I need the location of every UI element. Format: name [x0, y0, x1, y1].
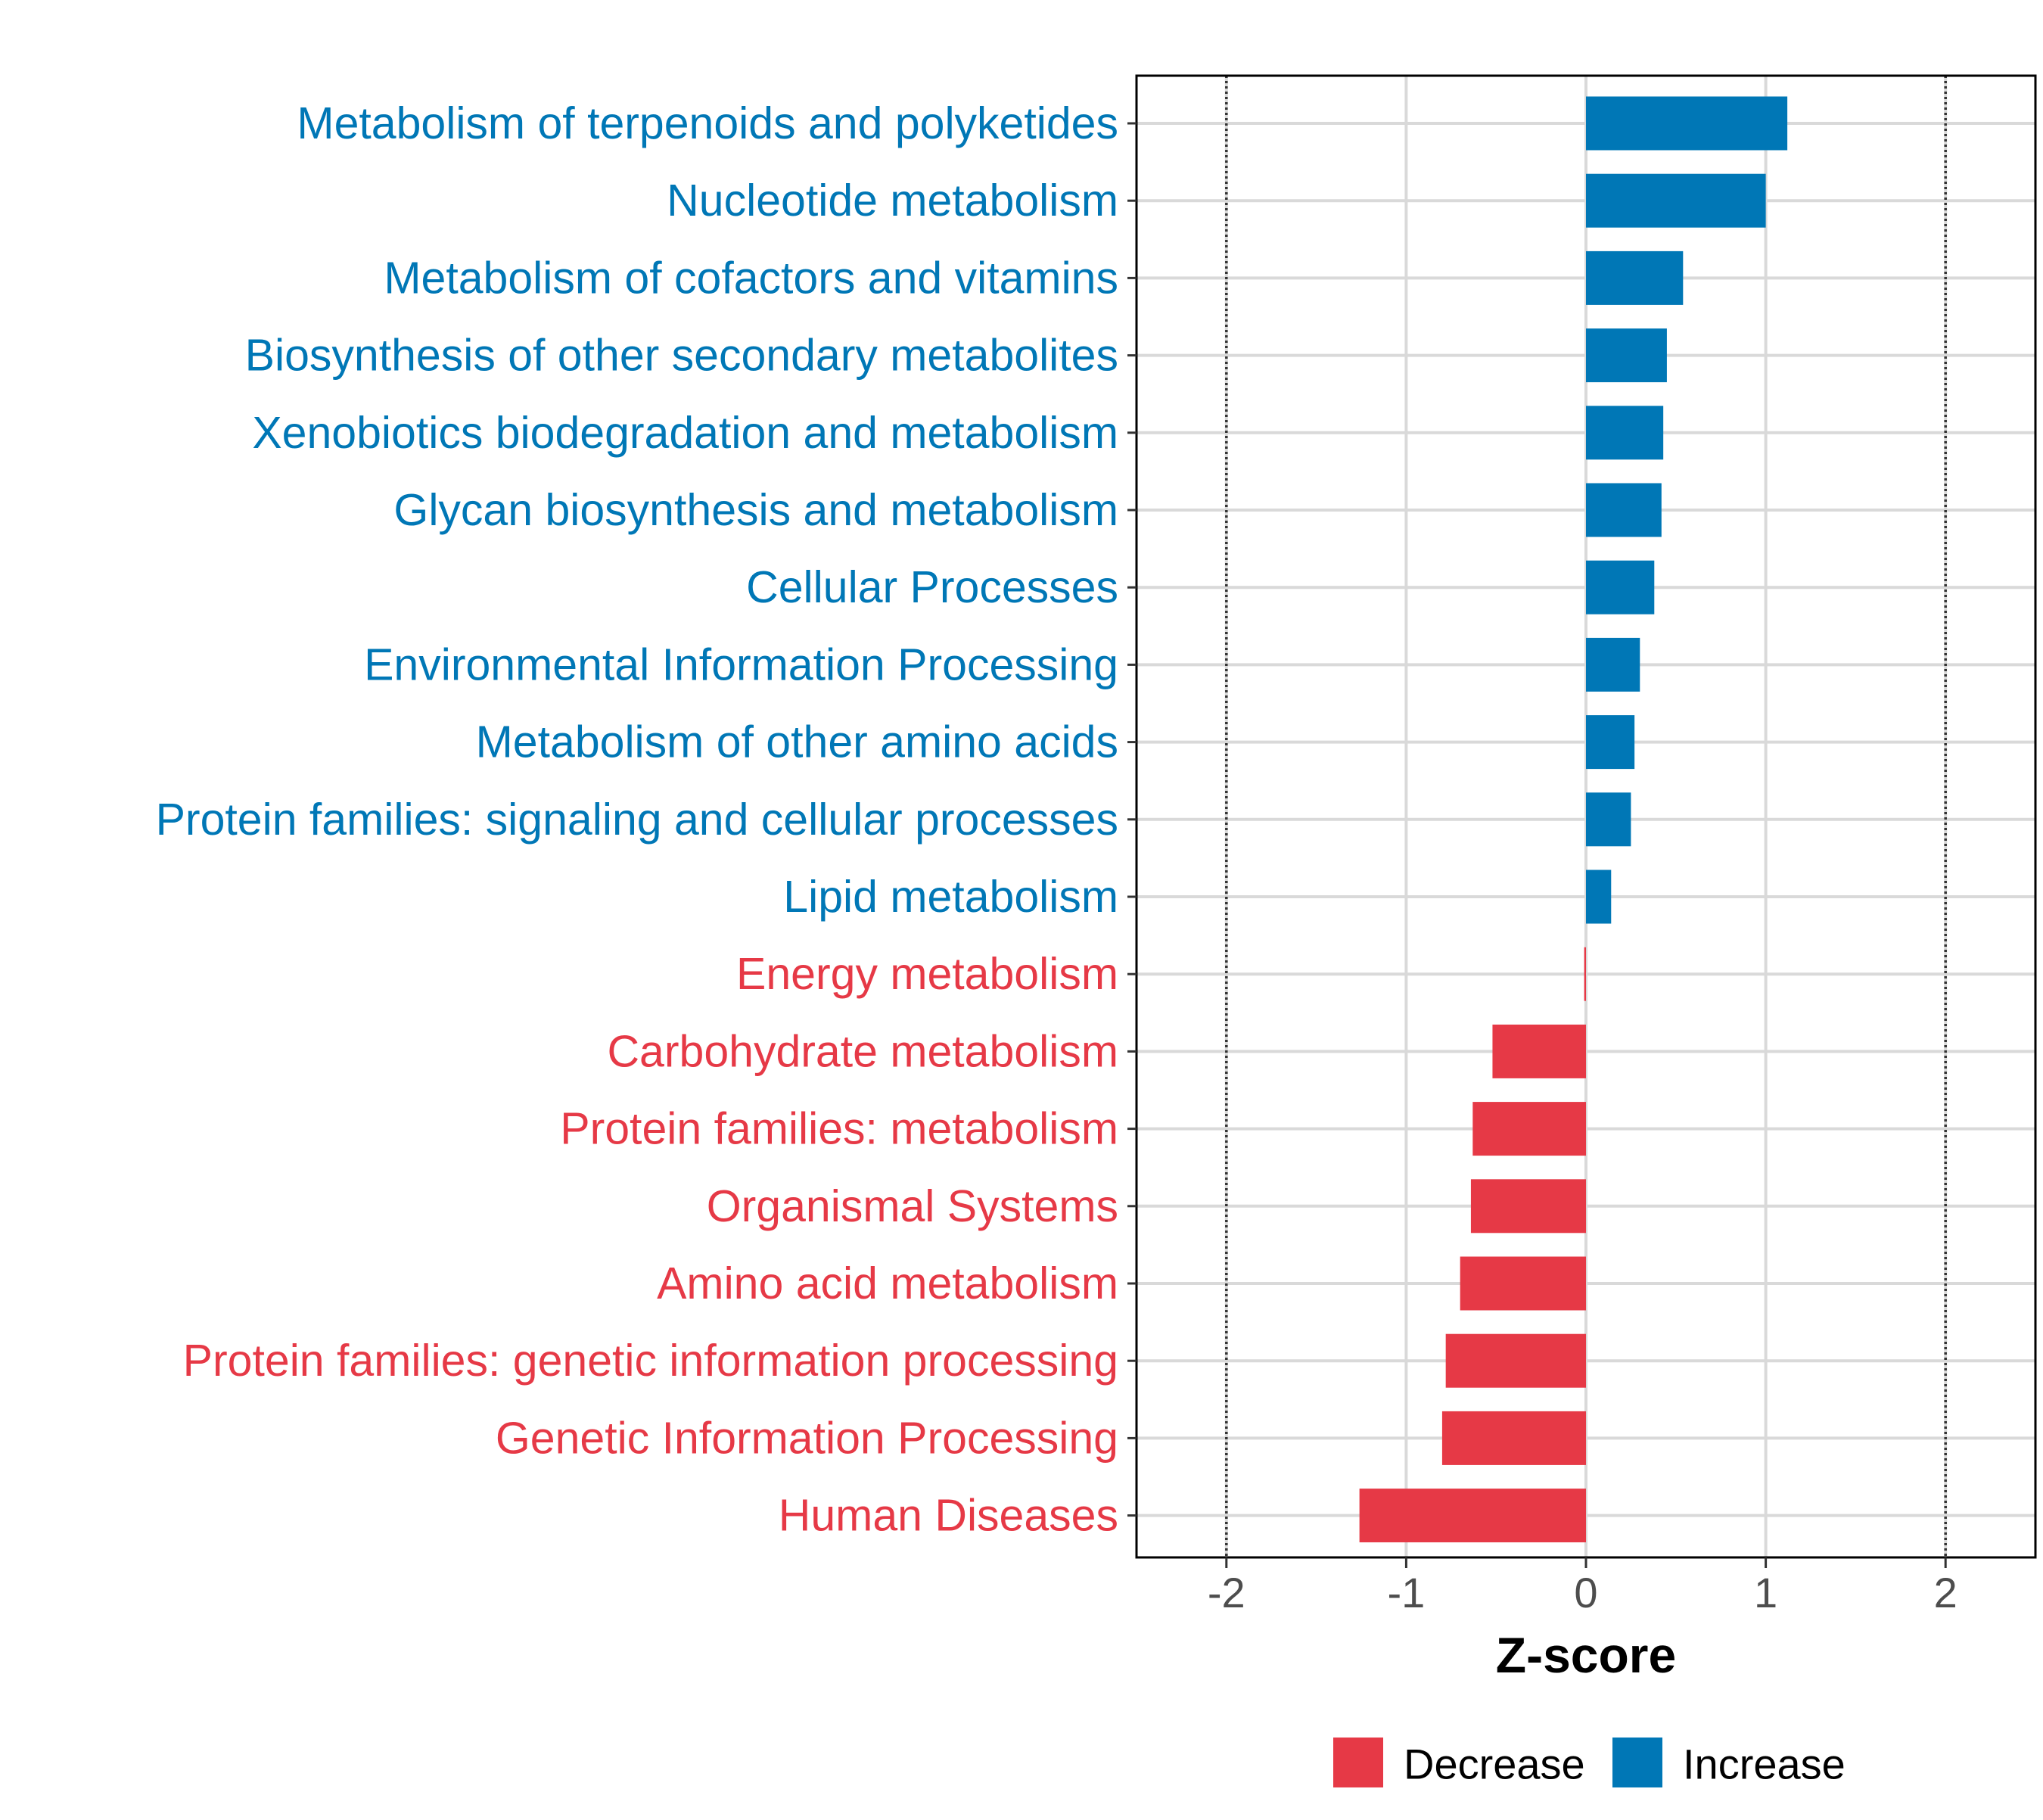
y-tick-label-18: Genetic Information Processing: [496, 1413, 1118, 1463]
bar-2: [1586, 173, 1766, 228]
y-tick-label-19: Human Diseases: [779, 1491, 1118, 1541]
y-tick-label-16: Amino acid metabolism: [657, 1258, 1118, 1308]
legend-swatch-increase: [1612, 1738, 1662, 1787]
bar-7: [1586, 560, 1655, 614]
bar-13: [1492, 1024, 1586, 1078]
x-tick-label-2: 0: [1574, 1569, 1597, 1616]
y-tick-label-2: Nucleotide metabolism: [667, 176, 1118, 226]
bar-17: [1445, 1333, 1586, 1388]
y-tick-label-7: Cellular Processes: [746, 562, 1118, 612]
y-axis: Metabolism of terpenoids and polyketides…: [156, 98, 1137, 1541]
x-axis: -2 -1 0 1 2: [1208, 1557, 1957, 1616]
legend-swatch-decrease: [1333, 1738, 1383, 1787]
x-tick-label-3: 1: [1754, 1569, 1777, 1616]
y-tick-label-12: Energy metabolism: [736, 949, 1118, 999]
bar-15: [1470, 1179, 1586, 1234]
legend-item-increase: Increase: [1612, 1738, 1846, 1788]
y-tick-label-17: Protein families: genetic information pr…: [183, 1336, 1118, 1386]
y-tick-label-13: Carbohydrate metabolism: [607, 1026, 1118, 1076]
bar-9: [1586, 715, 1635, 770]
y-tick-label-15: Organismal Systems: [707, 1181, 1118, 1231]
legend-label-increase: Increase: [1683, 1741, 1846, 1788]
bar-10: [1586, 792, 1631, 847]
x-axis-title: Z-score: [1496, 1627, 1676, 1683]
bar-6: [1586, 483, 1662, 537]
bars: [1359, 96, 1788, 1543]
y-tick-label-11: Lipid metabolism: [783, 872, 1118, 922]
bar-16: [1460, 1256, 1586, 1311]
y-tick-label-9: Metabolism of other amino acids: [476, 717, 1118, 767]
legend-item-decrease: Decrease: [1333, 1738, 1585, 1788]
x-tick-label-0: -2: [1208, 1569, 1245, 1616]
y-tick-label-1: Metabolism of terpenoids and polyketides: [297, 98, 1118, 148]
y-tick-label-10: Protein families: signaling and cellular…: [156, 795, 1118, 845]
y-tick-label-14: Protein families: metabolism: [560, 1104, 1118, 1154]
bar-12: [1584, 947, 1586, 1001]
bar-3: [1586, 250, 1684, 305]
y-tick-label-4: Biosynthesis of other secondary metaboli…: [245, 331, 1118, 381]
bar-8: [1586, 637, 1640, 692]
bar-18: [1441, 1411, 1586, 1465]
legend-label-decrease: Decrease: [1404, 1741, 1585, 1788]
bar-1: [1586, 96, 1788, 151]
legend: Decrease Increase: [1333, 1738, 1846, 1788]
bar-11: [1586, 870, 1612, 924]
x-tick-label-4: 2: [1934, 1569, 1957, 1616]
bar-19: [1359, 1489, 1586, 1543]
bar-14: [1472, 1102, 1586, 1156]
y-tick-label-3: Metabolism of cofactors and vitamins: [384, 253, 1118, 303]
y-tick-label-5: Xenobiotics biodegradation and metabolis…: [252, 408, 1118, 458]
threshold-lines: [1225, 76, 1947, 1557]
x-tick-label-1: -1: [1388, 1569, 1426, 1616]
y-tick-label-6: Glycan biosynthesis and metabolism: [393, 485, 1118, 535]
bar-4: [1586, 328, 1667, 383]
bar-5: [1586, 406, 1664, 460]
y-tick-label-8: Environmental Information Processing: [364, 639, 1118, 689]
